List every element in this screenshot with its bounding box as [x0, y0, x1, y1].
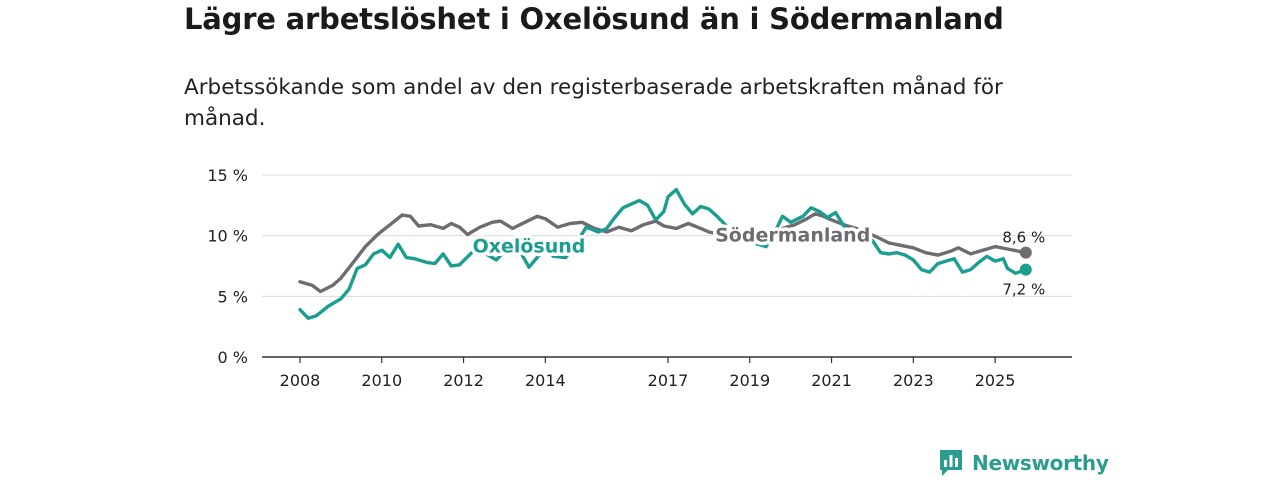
series-label-sodermanland: Södermanland — [715, 225, 870, 247]
newsworthy-logo[interactable]: Newsworthy — [938, 448, 1109, 478]
chart-title: Lägre arbetslöshet i Oxelösund än i Söde… — [184, 2, 1004, 36]
series-lines — [298, 187, 1032, 320]
y-tick-label: 15 % — [207, 166, 248, 185]
x-tick-label: 2008 — [280, 371, 321, 390]
x-tick-label: 2019 — [729, 371, 770, 390]
brand-name: Newsworthy — [972, 451, 1109, 475]
x-tick-label: 2014 — [525, 371, 566, 390]
bar-chart-icon — [940, 450, 962, 476]
series-labels: Södermanland Oxelösund 8,6 % 7,2 % — [469, 221, 1045, 299]
x-tick-label: 2025 — [975, 371, 1016, 390]
line-chart: 0 %5 %10 %15 % 2008 2010 2012 2014 2017 2019 2… — [207, 166, 1072, 390]
y-tick-label: 5 % — [218, 287, 248, 306]
series-label-oxelosund: Oxelösund — [473, 236, 586, 258]
x-tick-label: 2017 — [648, 371, 689, 390]
x-tick-label: 2012 — [443, 371, 484, 390]
series-line-oxelsund — [298, 187, 1028, 320]
end-point-sdermanland — [1019, 246, 1032, 259]
x-tick-label: 2023 — [893, 371, 934, 390]
y-tick-label: 0 % — [218, 348, 248, 367]
y-tick-label: 10 % — [207, 227, 248, 246]
end-label-sodermanland: 8,6 % — [1002, 229, 1045, 247]
grid — [262, 174, 1072, 297]
x-axis: 2008 2010 2012 2014 2017 2019 2021 2023 2025 — [262, 356, 1072, 390]
series-line-sdermanland — [298, 212, 1028, 294]
chart-subtitle: Arbetssökande som andel av den registerb… — [184, 75, 1003, 131]
end-point-oxelsund — [1019, 263, 1032, 276]
y-axis: 0 % 5 % 10 % 15 % — [207, 166, 248, 367]
x-tick-label: 2021 — [811, 371, 852, 390]
x-tick-label: 2010 — [361, 371, 402, 390]
end-label-oxelosund: 7,2 % — [1002, 281, 1045, 299]
